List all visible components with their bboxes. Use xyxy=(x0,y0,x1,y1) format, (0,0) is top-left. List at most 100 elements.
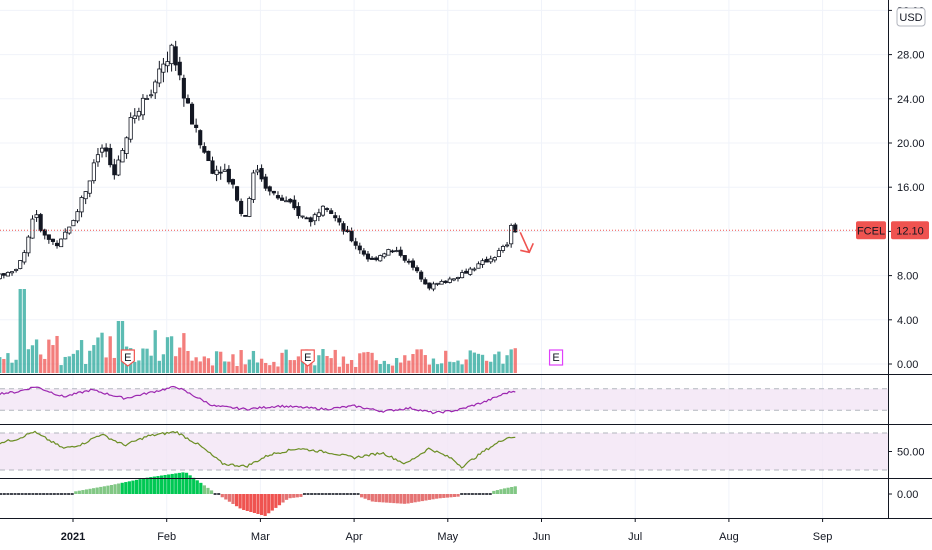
candle-body xyxy=(455,277,461,279)
candle-body xyxy=(374,257,379,261)
candle-body xyxy=(365,253,371,260)
time-tick-label: Sep xyxy=(813,531,833,543)
candle-body xyxy=(42,229,47,236)
candle-body xyxy=(149,94,154,97)
candle-body xyxy=(345,229,350,233)
momentum-bar xyxy=(92,488,96,494)
momentum-bar xyxy=(288,494,292,499)
volume-bar xyxy=(337,366,341,373)
momentum-tick-label: 0.00 xyxy=(897,489,918,501)
candle-body xyxy=(18,260,23,269)
candle-body xyxy=(206,150,211,162)
candle-body xyxy=(124,137,129,154)
grid xyxy=(0,0,888,518)
volume-bar xyxy=(259,358,264,373)
price-axis[interactable]: 0.004.008.0016.0020.0024.0028.0032.0050.… xyxy=(888,5,925,501)
annotation-arrow-head xyxy=(520,242,534,254)
momentum-bar xyxy=(363,494,367,499)
earnings-marker[interactable] xyxy=(120,349,135,367)
candle-body xyxy=(243,215,248,217)
candle-body xyxy=(75,211,80,222)
earnings-marker[interactable] xyxy=(300,349,315,367)
price-tick-label: 4.00 xyxy=(897,315,918,327)
candle-body xyxy=(468,268,473,275)
candle-body xyxy=(99,147,105,153)
candle-body xyxy=(280,197,285,201)
volume-bar xyxy=(345,363,350,373)
momentum-bar xyxy=(256,494,260,515)
symbol-label: FCEL xyxy=(857,225,885,237)
candle-body xyxy=(480,260,485,265)
candle-body xyxy=(267,186,272,192)
volume-bar xyxy=(235,365,239,373)
momentum-bar xyxy=(417,494,421,502)
candle-body xyxy=(361,250,366,255)
volume-bar xyxy=(223,361,227,373)
time-axis[interactable]: 2021 Feb Mar Apr May Jun Jul Aug Sep xyxy=(61,518,833,543)
candle-body xyxy=(108,147,113,166)
volume-bar xyxy=(71,353,76,373)
volume-bar xyxy=(354,366,358,373)
candle-body xyxy=(472,268,477,271)
candle-body xyxy=(0,273,2,280)
momentum-bar xyxy=(274,494,278,508)
candle-body xyxy=(308,217,313,223)
momentum-bar xyxy=(456,494,460,497)
volume-bar xyxy=(22,289,26,373)
volume-bar xyxy=(51,345,55,373)
momentum-bar xyxy=(138,479,142,494)
volume-bar xyxy=(247,359,251,373)
earnings-marker[interactable] xyxy=(548,349,564,366)
price-tick-label: 20.00 xyxy=(897,138,925,150)
momentum-bar xyxy=(395,494,399,504)
volume-bar xyxy=(484,360,489,373)
candle-body xyxy=(320,205,326,216)
volume-bar xyxy=(6,353,10,373)
volume-bar xyxy=(67,356,71,373)
volume-bar xyxy=(18,289,22,373)
volume-bar xyxy=(276,366,280,373)
price-tick-label: 28.00 xyxy=(897,50,925,62)
momentum-bar xyxy=(142,478,146,494)
candle-body xyxy=(304,217,309,220)
volume-bar xyxy=(341,356,346,373)
candle-body xyxy=(263,176,268,189)
oscillator-tick-label: 50.00 xyxy=(897,447,925,459)
momentum-bar xyxy=(374,494,378,502)
candle-body xyxy=(153,81,158,94)
candle-body xyxy=(87,180,92,194)
candle-body xyxy=(210,160,215,174)
volume-bar xyxy=(505,355,509,373)
volume-bar xyxy=(219,351,223,373)
candle-body xyxy=(247,198,252,217)
momentum-bar xyxy=(292,494,296,498)
momentum-bar xyxy=(263,494,267,516)
currency-badge[interactable]: USD xyxy=(896,7,926,27)
momentum-bar xyxy=(360,494,364,498)
volume-bar xyxy=(321,349,325,373)
volume-bar xyxy=(243,364,247,373)
momentum-bar xyxy=(510,486,514,494)
time-tick-label: Mar xyxy=(251,531,270,543)
volume-bar xyxy=(178,347,182,373)
momentum-bar xyxy=(231,494,235,504)
candle-body xyxy=(198,130,203,146)
price-tick-label: 0.00 xyxy=(897,359,918,371)
volume-bar xyxy=(63,356,67,373)
volume-bar xyxy=(382,360,386,373)
volume-bar xyxy=(329,358,333,373)
volume-bar xyxy=(104,357,108,373)
volume-bar xyxy=(448,361,452,373)
momentum-bar xyxy=(492,490,496,494)
momentum-bar xyxy=(149,477,153,494)
candle-body xyxy=(50,238,55,242)
momentum-panel xyxy=(0,472,517,516)
momentum-bar xyxy=(234,494,239,507)
volume-bar xyxy=(47,339,51,373)
last-price-label: 12.10 xyxy=(896,225,924,237)
momentum-bar xyxy=(277,494,282,506)
candle-body xyxy=(116,159,121,176)
volume-bar xyxy=(210,365,215,373)
volume-bar xyxy=(92,345,96,373)
